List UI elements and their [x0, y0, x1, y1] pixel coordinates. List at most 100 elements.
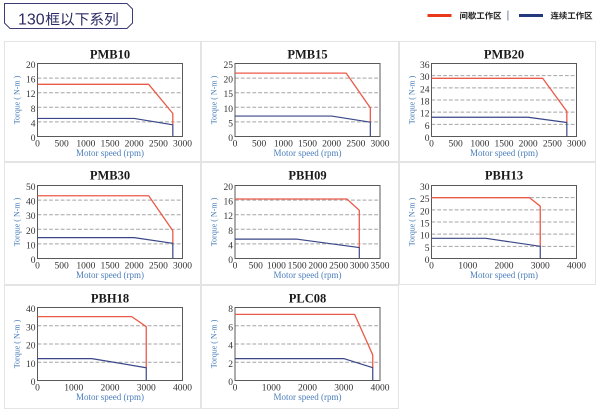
svg-text:Torque ( N-m ): Torque ( N-m ) [13, 197, 22, 246]
svg-text:15: 15 [420, 220, 430, 230]
svg-text:PBH09: PBH09 [288, 169, 326, 183]
svg-text:0: 0 [429, 140, 434, 150]
svg-text:0: 0 [228, 134, 233, 144]
svg-text:10: 10 [26, 241, 36, 251]
svg-text:130: 130 [18, 12, 45, 29]
svg-text:8: 8 [228, 305, 233, 315]
svg-text:3000: 3000 [350, 262, 369, 272]
svg-text:1500: 1500 [101, 262, 120, 272]
svg-text:30: 30 [420, 183, 430, 193]
svg-text:30: 30 [26, 323, 36, 333]
svg-text:0: 0 [35, 262, 40, 272]
svg-text:PLC08: PLC08 [289, 292, 327, 306]
svg-text:2000: 2000 [101, 384, 120, 394]
svg-text:15: 15 [224, 90, 234, 100]
svg-text:Torque ( N-m ): Torque ( N-m ) [13, 75, 22, 124]
svg-text:20: 20 [224, 183, 234, 193]
svg-text:0: 0 [31, 256, 36, 266]
svg-text:1500: 1500 [298, 140, 317, 150]
svg-text:0: 0 [35, 384, 40, 394]
svg-text:500: 500 [55, 262, 70, 272]
svg-text:Torque ( N-m ): Torque ( N-m ) [210, 75, 219, 124]
svg-text:Torque ( N-m ): Torque ( N-m ) [408, 75, 417, 124]
svg-text:50: 50 [26, 183, 36, 193]
svg-text:40: 40 [26, 198, 36, 208]
svg-text:1000: 1000 [76, 262, 95, 272]
svg-text:1000: 1000 [76, 140, 95, 150]
svg-text:Torque ( N-m ): Torque ( N-m ) [13, 319, 22, 368]
svg-text:8: 8 [228, 227, 233, 237]
svg-text:18: 18 [420, 98, 430, 108]
svg-text:0: 0 [31, 378, 36, 388]
svg-text:1500: 1500 [495, 140, 514, 150]
svg-text:40: 40 [26, 305, 36, 315]
svg-text:2500: 2500 [543, 140, 562, 150]
svg-text:24: 24 [420, 85, 430, 95]
svg-text:4000: 4000 [567, 262, 586, 272]
svg-text:2500: 2500 [149, 140, 168, 150]
svg-text:0: 0 [228, 256, 233, 266]
svg-text:4000: 4000 [371, 384, 390, 394]
svg-text:3000: 3000 [173, 140, 192, 150]
svg-text:2000: 2000 [125, 140, 144, 150]
svg-text:2000: 2000 [308, 262, 327, 272]
svg-text:6: 6 [228, 323, 233, 333]
svg-text:1000: 1000 [64, 384, 83, 394]
svg-text:3000: 3000 [371, 140, 390, 150]
svg-text:2000: 2000 [519, 140, 538, 150]
svg-text:500: 500 [55, 140, 70, 150]
svg-text:3500: 3500 [371, 262, 390, 272]
svg-text:12: 12 [420, 110, 430, 120]
svg-text:500: 500 [449, 140, 464, 150]
svg-text:20: 20 [224, 76, 234, 86]
svg-text:2: 2 [228, 360, 233, 370]
svg-text:2500: 2500 [329, 262, 348, 272]
svg-text:5: 5 [228, 119, 233, 129]
svg-text:500: 500 [252, 140, 267, 150]
svg-text:Torque ( N-m ): Torque ( N-m ) [210, 197, 219, 246]
svg-text:4000: 4000 [173, 384, 192, 394]
svg-text:3000: 3000 [137, 384, 156, 394]
svg-text:0: 0 [31, 134, 36, 144]
svg-text:10: 10 [420, 232, 430, 242]
svg-text:0: 0 [228, 378, 233, 388]
svg-text:3000: 3000 [334, 384, 353, 394]
svg-text:30: 30 [420, 73, 430, 83]
svg-text:1000: 1000 [458, 262, 477, 272]
svg-text:Motor speed (rpm): Motor speed (rpm) [470, 148, 538, 158]
svg-text:0: 0 [429, 262, 434, 272]
svg-text:2000: 2000 [495, 262, 514, 272]
svg-text:PMB10: PMB10 [90, 48, 130, 62]
svg-text:30: 30 [26, 212, 36, 222]
svg-text:Motor speed (rpm): Motor speed (rpm) [274, 148, 342, 158]
svg-text:1000: 1000 [470, 140, 489, 150]
svg-text:20: 20 [26, 342, 36, 352]
svg-text:0: 0 [425, 256, 430, 266]
svg-text:4: 4 [228, 241, 233, 251]
svg-text:3000: 3000 [531, 262, 550, 272]
svg-text:8: 8 [31, 105, 36, 115]
svg-text:Motor speed (rpm): Motor speed (rpm) [76, 392, 144, 402]
svg-text:PBH18: PBH18 [91, 292, 129, 306]
svg-text:Motor speed (rpm): Motor speed (rpm) [470, 270, 538, 280]
svg-text:4: 4 [31, 119, 36, 129]
svg-text:2000: 2000 [322, 140, 341, 150]
svg-text:12: 12 [224, 212, 234, 222]
svg-text:PMB30: PMB30 [90, 169, 130, 183]
svg-text:20: 20 [26, 61, 36, 71]
svg-text:0: 0 [425, 134, 430, 144]
svg-text:Torque ( N-m ): Torque ( N-m ) [408, 197, 417, 246]
svg-text:Motor speed (rpm): Motor speed (rpm) [274, 270, 342, 280]
svg-text:0: 0 [35, 140, 40, 150]
svg-text:0: 0 [233, 140, 238, 150]
svg-text:20: 20 [420, 207, 430, 217]
svg-text:Motor speed (rpm): Motor speed (rpm) [76, 270, 144, 280]
svg-text:16: 16 [26, 76, 36, 86]
svg-text:0: 0 [233, 262, 238, 272]
svg-text:25: 25 [224, 61, 234, 71]
svg-text:2000: 2000 [298, 384, 317, 394]
svg-text:1500: 1500 [101, 140, 120, 150]
svg-text:4: 4 [228, 342, 233, 352]
svg-text:PBH13: PBH13 [485, 169, 523, 183]
svg-text:2500: 2500 [149, 262, 168, 272]
